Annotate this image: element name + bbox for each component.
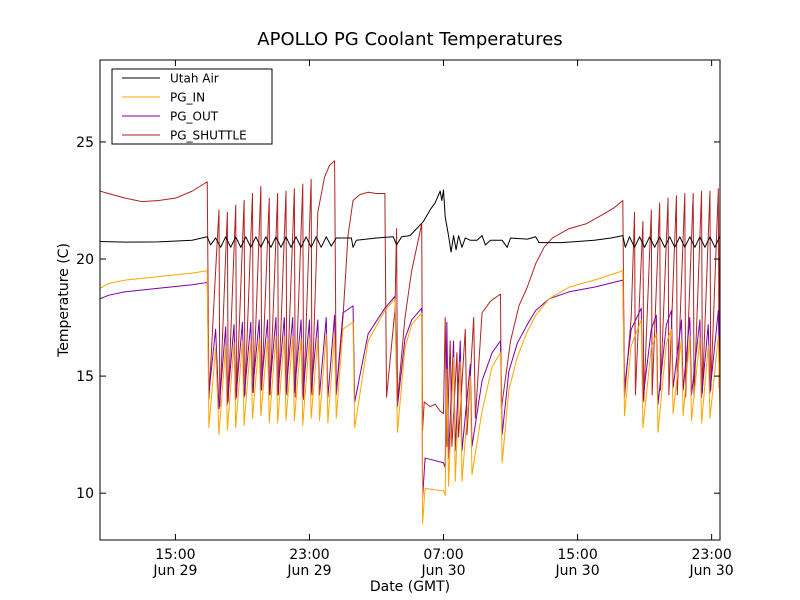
x-tick-label-date: Jun 29 xyxy=(286,563,331,579)
series-line-pg-out xyxy=(100,279,720,499)
x-tick-label-time: 23:00 xyxy=(691,547,731,563)
legend-box xyxy=(111,68,273,145)
x-tick-label-date: Jun 30 xyxy=(554,563,599,579)
chart-title: APOLLO PG Coolant Temperatures xyxy=(257,29,562,50)
x-tick-label-time: 07:00 xyxy=(423,547,463,563)
x-tick-label-time: 23:00 xyxy=(289,547,329,563)
y-tick-label: 10 xyxy=(76,486,94,502)
legend-label: Utah Air xyxy=(170,72,219,86)
series-line-pg-in xyxy=(100,270,720,525)
y-axis-label: Temperature (C) xyxy=(56,243,72,358)
legend-label: PG_IN xyxy=(170,91,205,105)
series-line-utah-air xyxy=(100,189,720,253)
plot-area-frame xyxy=(99,59,721,541)
y-tick-label: 20 xyxy=(76,252,94,268)
y-tick-label: 15 xyxy=(76,369,94,385)
x-axis-label: Date (GMT) xyxy=(370,579,450,595)
x-tick-label-date: Jun 30 xyxy=(689,563,734,579)
series-line-pg-shuttle xyxy=(100,160,720,447)
legend-label: PG_OUT xyxy=(170,110,219,124)
y-tick-label: 25 xyxy=(76,135,94,151)
x-tick-label-date: Jun 30 xyxy=(420,563,465,579)
x-tick-label-date: Jun 29 xyxy=(152,563,197,579)
legend-label: PG_SHUTTLE xyxy=(170,129,247,143)
x-tick-label-time: 15:00 xyxy=(155,547,195,563)
legend: Utah Air PG_IN PG_OUT PG_SHUTTLE xyxy=(111,68,273,145)
x-tick-label-time: 15:00 xyxy=(557,547,597,563)
